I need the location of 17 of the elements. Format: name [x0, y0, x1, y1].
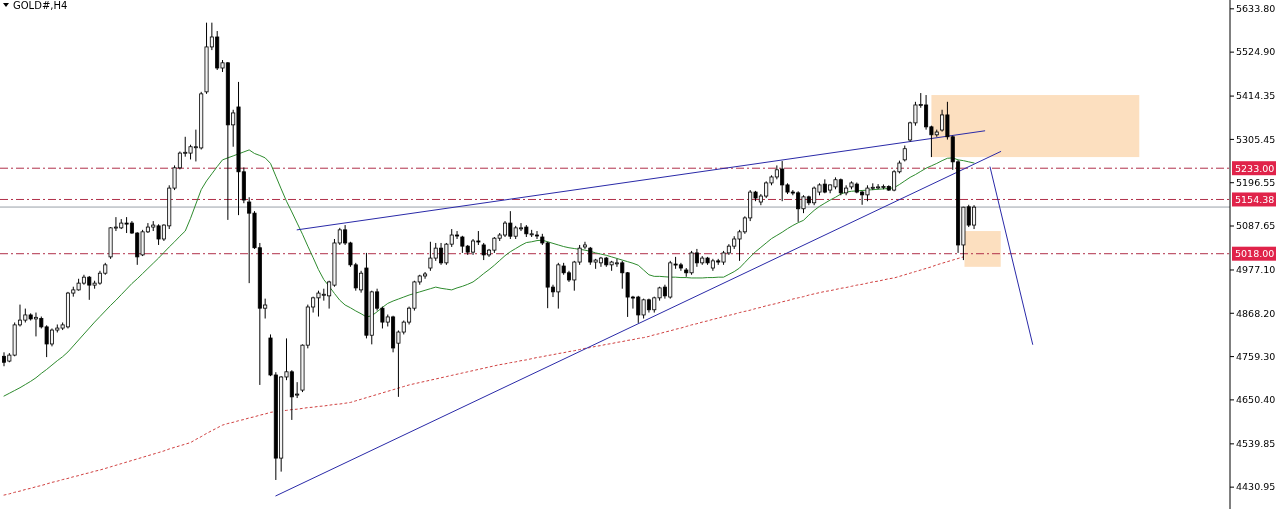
y-tick-label: 5196.55	[1236, 177, 1276, 189]
ref-line-label: 5154.38	[1235, 193, 1275, 205]
y-tick-label: 5524.90	[1236, 46, 1276, 58]
y-tick-label: 4539.85	[1236, 438, 1276, 450]
y-tick-label: 4868.20	[1236, 307, 1276, 319]
y-tick-label: 5633.80	[1236, 3, 1276, 15]
ref-line-label: 5018.00	[1235, 248, 1275, 260]
y-tick-label: 5087.65	[1236, 220, 1276, 232]
y-tick-label: 4977.10	[1236, 264, 1276, 276]
y-tick-label: 5414.35	[1236, 90, 1276, 102]
y-tick-label: 5305.45	[1236, 133, 1276, 145]
line-series	[3, 149, 975, 397]
y-tick-label: 4650.40	[1236, 394, 1276, 406]
chart-title: GOLD#,H4	[13, 0, 68, 11]
y-tick-label: 4759.30	[1236, 350, 1276, 362]
y-tick-label: 4430.95	[1236, 481, 1276, 493]
ref-line-label: 5233.00	[1235, 162, 1275, 174]
